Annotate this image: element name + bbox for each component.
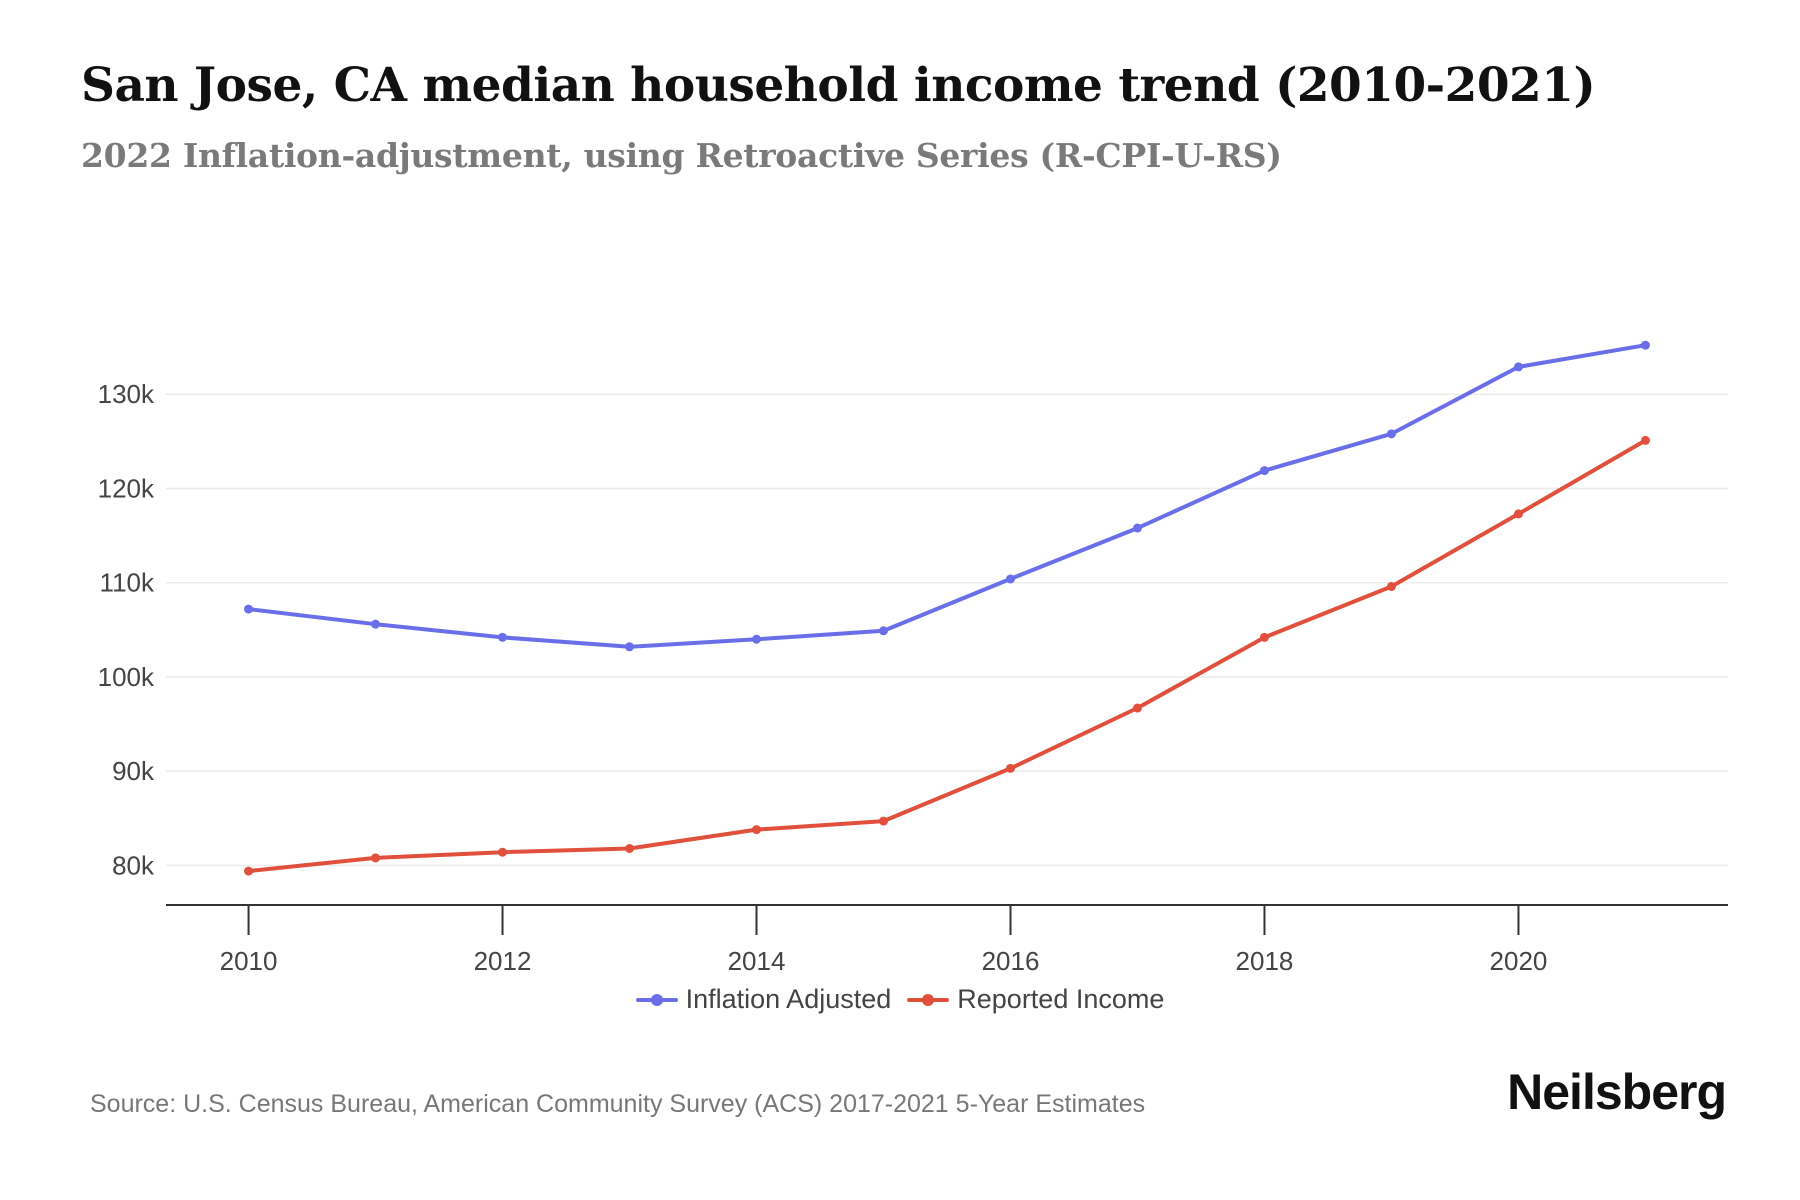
- legend-label-inflation-adjusted: Inflation Adjusted: [685, 984, 892, 1014]
- data-point-reported-income-2014: [752, 825, 762, 835]
- chart-title: San Jose, CA median household income tre…: [81, 58, 1596, 113]
- data-point-inflation-adjusted-2014: [752, 634, 762, 644]
- legend-item-reported-income[interactable]: Reported Income: [907, 984, 1164, 1015]
- axes: 80k 90k 100k 110k 120k 130k 2010 2012 2014 2016 20…: [98, 379, 1728, 976]
- data-point-reported-income-2018: [1259, 632, 1269, 642]
- data-point-reported-income-2021: [1640, 435, 1650, 445]
- x-tick-label-2020: 2020: [1490, 946, 1548, 976]
- data-point-reported-income-2020: [1513, 509, 1523, 519]
- series-line-reported-income: [246, 438, 1648, 874]
- data-point-inflation-adjusted-2019: [1386, 429, 1396, 439]
- data-point-inflation-adjusted-2021: [1640, 340, 1650, 350]
- x-tick-label-2016: 2016: [982, 946, 1040, 976]
- data-point-reported-income-2017: [1132, 703, 1142, 713]
- series-lines: [244, 340, 1650, 876]
- y-tick-label-80k: 80k: [112, 850, 155, 880]
- legend-swatch-inflation-adjusted: [635, 993, 678, 1006]
- data-point-reported-income-2010: [244, 866, 254, 876]
- chart-subtitle: 2022 Inflation-adjustment, using Retroac…: [81, 136, 1282, 175]
- data-point-reported-income-2011: [371, 853, 381, 863]
- y-tick-label-100k: 100k: [98, 662, 155, 692]
- legend-item-inflation-adjusted[interactable]: Inflation Adjusted: [635, 984, 892, 1015]
- x-tick-label-2014: 2014: [728, 946, 786, 976]
- data-point-inflation-adjusted-2018: [1259, 466, 1269, 476]
- data-point-reported-income-2012: [498, 847, 508, 857]
- data-point-inflation-adjusted-2015: [879, 626, 889, 636]
- data-point-inflation-adjusted-2013: [625, 642, 635, 652]
- legend: Inflation Adjusted Reported Income: [0, 984, 1800, 1015]
- series-line-inflation-adjusted: [246, 343, 1648, 649]
- data-point-reported-income-2019: [1386, 581, 1396, 591]
- data-point-inflation-adjusted-2012: [498, 632, 508, 642]
- source-note: Source: U.S. Census Bureau, American Com…: [90, 1090, 1146, 1118]
- data-point-inflation-adjusted-2020: [1513, 362, 1523, 372]
- data-point-inflation-adjusted-2010: [244, 604, 254, 614]
- legend-label-reported-income: Reported Income: [957, 984, 1165, 1014]
- y-tick-label-130k: 130k: [98, 379, 155, 409]
- data-point-reported-income-2015: [879, 816, 889, 826]
- x-tick-label-2018: 2018: [1236, 946, 1294, 976]
- data-point-inflation-adjusted-2016: [1005, 574, 1015, 584]
- data-point-inflation-adjusted-2011: [371, 619, 381, 629]
- y-tick-label-120k: 120k: [98, 473, 155, 503]
- x-tick-label-2010: 2010: [220, 946, 278, 976]
- data-point-inflation-adjusted-2017: [1132, 523, 1142, 533]
- data-point-reported-income-2016: [1005, 763, 1015, 773]
- y-tick-label-110k: 110k: [100, 568, 155, 598]
- legend-swatch-reported-income: [907, 993, 950, 1006]
- data-point-reported-income-2013: [625, 843, 635, 853]
- x-tick-label-2012: 2012: [474, 946, 532, 976]
- y-tick-label-90k: 90k: [112, 756, 155, 786]
- brand-logo: Neilsberg: [1507, 1064, 1727, 1120]
